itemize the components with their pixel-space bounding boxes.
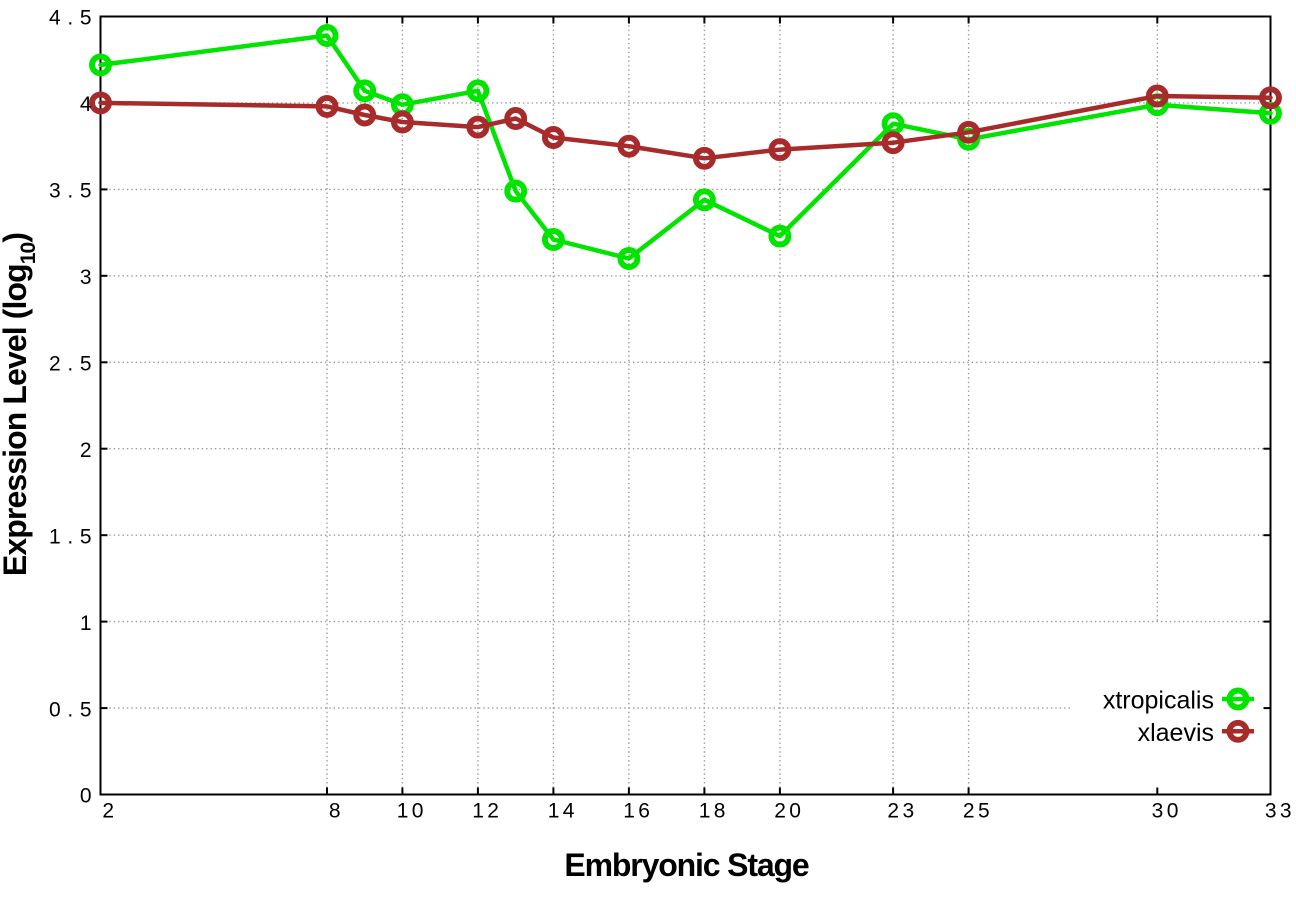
svg-text:10: 10 <box>397 800 427 823</box>
svg-text:14: 14 <box>548 800 578 823</box>
svg-text:xlaevis: xlaevis <box>1138 719 1214 747</box>
svg-text:1: 1 <box>80 612 95 635</box>
svg-text:4.5: 4.5 <box>49 7 95 30</box>
svg-text:0: 0 <box>80 785 95 808</box>
svg-text:1.5: 1.5 <box>49 525 95 548</box>
svg-text:2: 2 <box>102 800 117 823</box>
svg-text:2: 2 <box>80 439 95 462</box>
svg-text:0.5: 0.5 <box>49 698 95 721</box>
svg-text:23: 23 <box>887 800 917 823</box>
svg-text:8: 8 <box>329 800 344 823</box>
svg-text:12: 12 <box>472 800 502 823</box>
svg-text:30: 30 <box>1152 800 1182 823</box>
svg-text:3.5: 3.5 <box>49 180 95 203</box>
svg-text:16: 16 <box>623 800 653 823</box>
svg-text:18: 18 <box>699 800 729 823</box>
svg-text:4: 4 <box>80 93 95 116</box>
svg-text:2.5: 2.5 <box>49 353 95 376</box>
svg-text:33: 33 <box>1265 800 1295 823</box>
svg-text:Embryonic Stage: Embryonic Stage <box>564 847 809 883</box>
svg-text:xtropicalis: xtropicalis <box>1103 687 1214 715</box>
svg-text:3: 3 <box>80 266 95 289</box>
svg-text:25: 25 <box>963 800 993 823</box>
svg-text:20: 20 <box>774 800 804 823</box>
